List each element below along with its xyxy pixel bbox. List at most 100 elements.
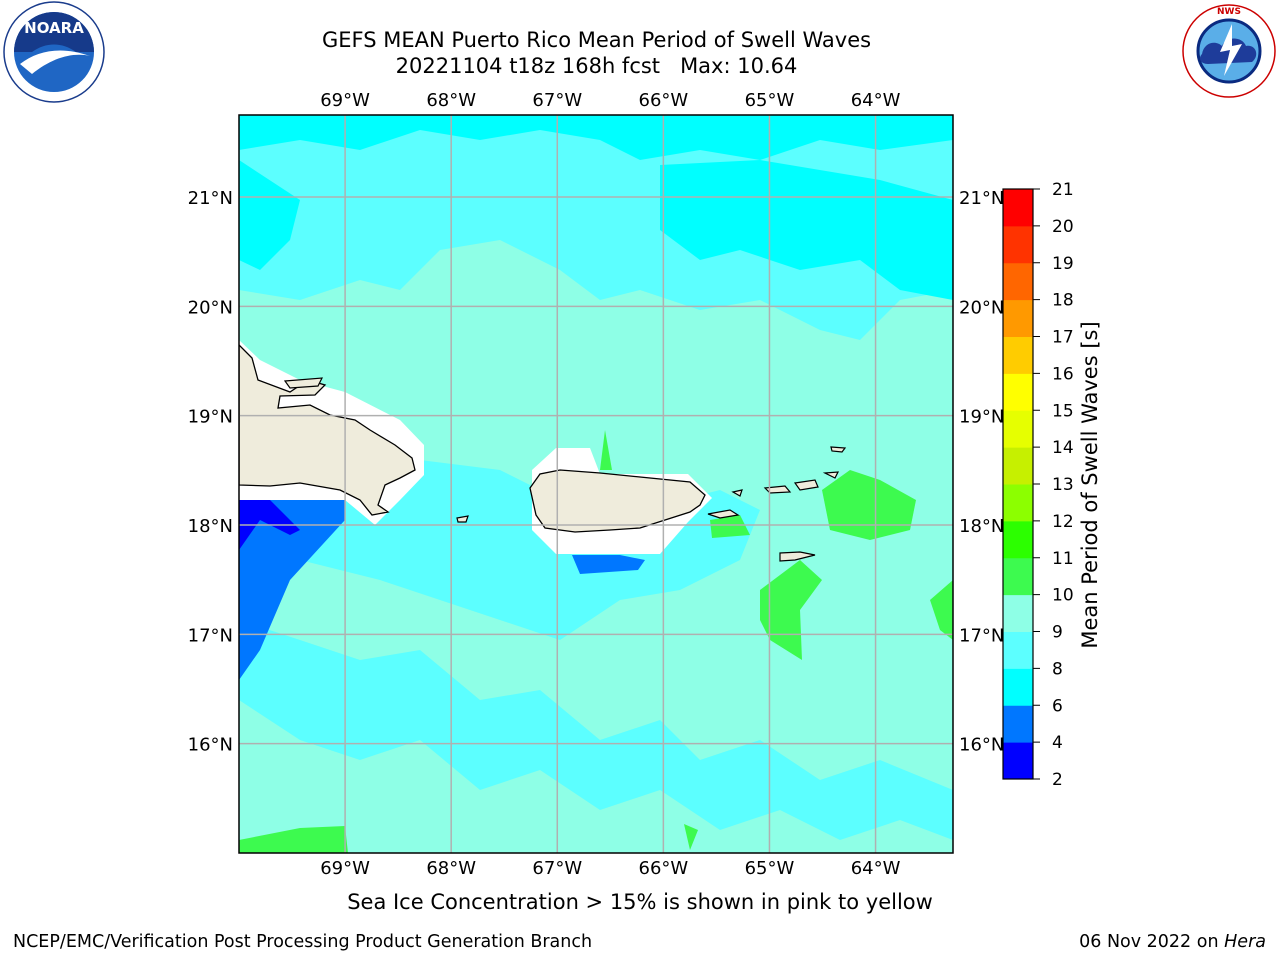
lat-tick-right-1: 20°N [959, 297, 1004, 318]
field-10-11-patch-7 [239, 826, 348, 853]
colorbar-tick-2: 6 [1052, 696, 1063, 716]
colorbar-tick-4: 9 [1052, 623, 1063, 643]
land-anegada [830, 446, 847, 453]
colorbar-block-6 [1003, 520, 1033, 559]
lon-tick-top-3: 66°W [639, 90, 689, 111]
footer-host: Hera [1224, 932, 1266, 952]
colorbar-block-0 [1003, 742, 1033, 780]
lat-ticks-left: 21°N 20°N 19°N 18°N 17°N 16°N [188, 188, 233, 756]
colorbar-block-13 [1003, 262, 1033, 301]
colorbar-tick-9: 14 [1052, 438, 1074, 458]
colorbar-tick-12: 17 [1052, 328, 1074, 348]
colorbar-tick-7: 12 [1052, 512, 1074, 532]
lon-ticks-top: 69°W 68°W 67°W 66°W 65°W 64°W [320, 90, 900, 111]
footer-date: 06 Nov 2022 on Hera [1079, 932, 1266, 952]
noaa-logo-text: NOARA [24, 19, 84, 37]
lon-tick-top-4: 65°W [745, 90, 795, 111]
footer-credit: NCEP/EMC/Verification Post Processing Pr… [13, 932, 593, 952]
colorbar-block-9 [1003, 410, 1033, 448]
colorbar-block-15 [1003, 189, 1033, 227]
field-6-8-northwest [239, 160, 300, 270]
colorbar-ticks: 2 4 6 8 9 10 11 12 13 14 15 16 17 18 19 20 21 [1033, 180, 1074, 790]
sea-ice-note: Sea Ice Concentration > 15% is shown in … [347, 890, 933, 914]
land-st-thomas [763, 485, 792, 494]
colorbar-block-4 [1003, 594, 1033, 632]
field-10-11-patch-6 [684, 824, 698, 850]
lon-tick-bottom-0: 69°W [320, 858, 370, 879]
colorbar-block-12 [1003, 299, 1033, 337]
field-10-11-patch-5 [600, 430, 612, 470]
land-vieques [707, 509, 740, 519]
colorbar-tick-5: 10 [1052, 586, 1074, 606]
map-frame [238, 114, 954, 854]
field-6-8-north-band [239, 115, 953, 160]
colorbar-tick-10: 15 [1052, 401, 1074, 421]
map-field [239, 115, 953, 853]
colorbar-block-1 [1003, 705, 1033, 743]
lat-tick-right-2: 19°N [959, 407, 1004, 428]
lat-tick-left-5: 16°N [188, 735, 233, 756]
colorbar-blocks [1003, 189, 1033, 780]
colorbar-block-2 [1003, 668, 1033, 706]
lat-ticks-right: 21°N 20°N 19°N 18°N 17°N 16°N [959, 188, 1004, 756]
colorbar: 2 4 6 8 9 10 11 12 13 14 15 16 17 18 19 20 21 Mean Perio… [1002, 180, 1102, 790]
land-puerto-rico [529, 469, 706, 533]
noaa-logo: NOARA [3, 1, 105, 103]
field-4-6-prsouth [572, 555, 645, 574]
lat-tick-left-0: 21°N [188, 188, 233, 209]
field-10-11-patch-3 [930, 580, 953, 640]
colorbar-tick-6: 11 [1052, 549, 1074, 569]
lon-tick-top-1: 68°W [426, 90, 476, 111]
colorbar-block-7 [1003, 484, 1033, 522]
field-6-8-northeast [660, 160, 953, 300]
colorbar-tick-14: 19 [1052, 254, 1074, 274]
colorbar-tick-11: 16 [1052, 364, 1074, 384]
field-10-11-patch-4 [710, 515, 750, 538]
colorbar-tick-15: 20 [1052, 217, 1074, 237]
lat-tick-right-3: 18°N [959, 516, 1004, 537]
map-gridlines [239, 115, 953, 853]
land-culebra [731, 489, 743, 497]
chart-subtitle-run: 20221104 t18z 168h fcst Max: 10.64 [395, 54, 798, 78]
colorbar-tick-13: 18 [1052, 291, 1074, 311]
colorbar-tick-0: 2 [1052, 770, 1063, 790]
lat-tick-right-0: 21°N [959, 188, 1004, 209]
colorbar-block-3 [1003, 631, 1033, 669]
colorbar-tick-1: 4 [1052, 733, 1063, 753]
nws-logo: NWS [1182, 4, 1276, 98]
lat-tick-left-2: 19°N [188, 407, 233, 428]
land-tortuga [283, 377, 324, 389]
lon-tick-bottom-3: 66°W [639, 858, 689, 879]
lon-tick-top-0: 69°W [320, 90, 370, 111]
lon-tick-top-2: 67°W [532, 90, 582, 111]
lat-tick-right-4: 17°N [959, 625, 1004, 646]
lat-tick-right-5: 16°N [959, 735, 1004, 756]
colorbar-block-8 [1003, 447, 1033, 485]
colorbar-label: Mean Period of Swell Waves [s] [1078, 321, 1102, 648]
colorbar-tick-16: 21 [1052, 180, 1074, 200]
land-mona [456, 515, 469, 523]
lon-tick-bottom-1: 68°W [426, 858, 476, 879]
footer-date-text: 06 Nov 2022 on [1079, 932, 1219, 952]
land-st-croix [779, 551, 816, 562]
colorbar-tick-8: 13 [1052, 475, 1074, 495]
colorbar-block-10 [1003, 373, 1033, 411]
chart-title: GEFS MEAN Puerto Rico Mean Period of Swe… [321, 28, 872, 52]
field-8-9-south [239, 700, 953, 853]
lon-tick-bottom-2: 67°W [532, 858, 582, 879]
land-virgin-gorda [822, 471, 840, 479]
colorbar-block-11 [1003, 336, 1033, 374]
lat-tick-left-1: 20°N [188, 297, 233, 318]
lon-tick-bottom-5: 64°W [851, 858, 901, 879]
colorbar-tick-3: 8 [1052, 659, 1063, 679]
lat-tick-left-4: 17°N [188, 625, 233, 646]
colorbar-block-5 [1003, 557, 1033, 596]
field-2-4-west [239, 500, 300, 550]
land-tortola [793, 479, 819, 491]
lat-tick-left-3: 18°N [188, 516, 233, 537]
svg-text:NWS: NWS [1217, 7, 1241, 17]
lon-tick-top-5: 64°W [851, 90, 901, 111]
lon-tick-bottom-4: 65°W [745, 858, 795, 879]
lon-ticks-bottom: 69°W 68°W 67°W 66°W 65°W 64°W [320, 858, 900, 879]
